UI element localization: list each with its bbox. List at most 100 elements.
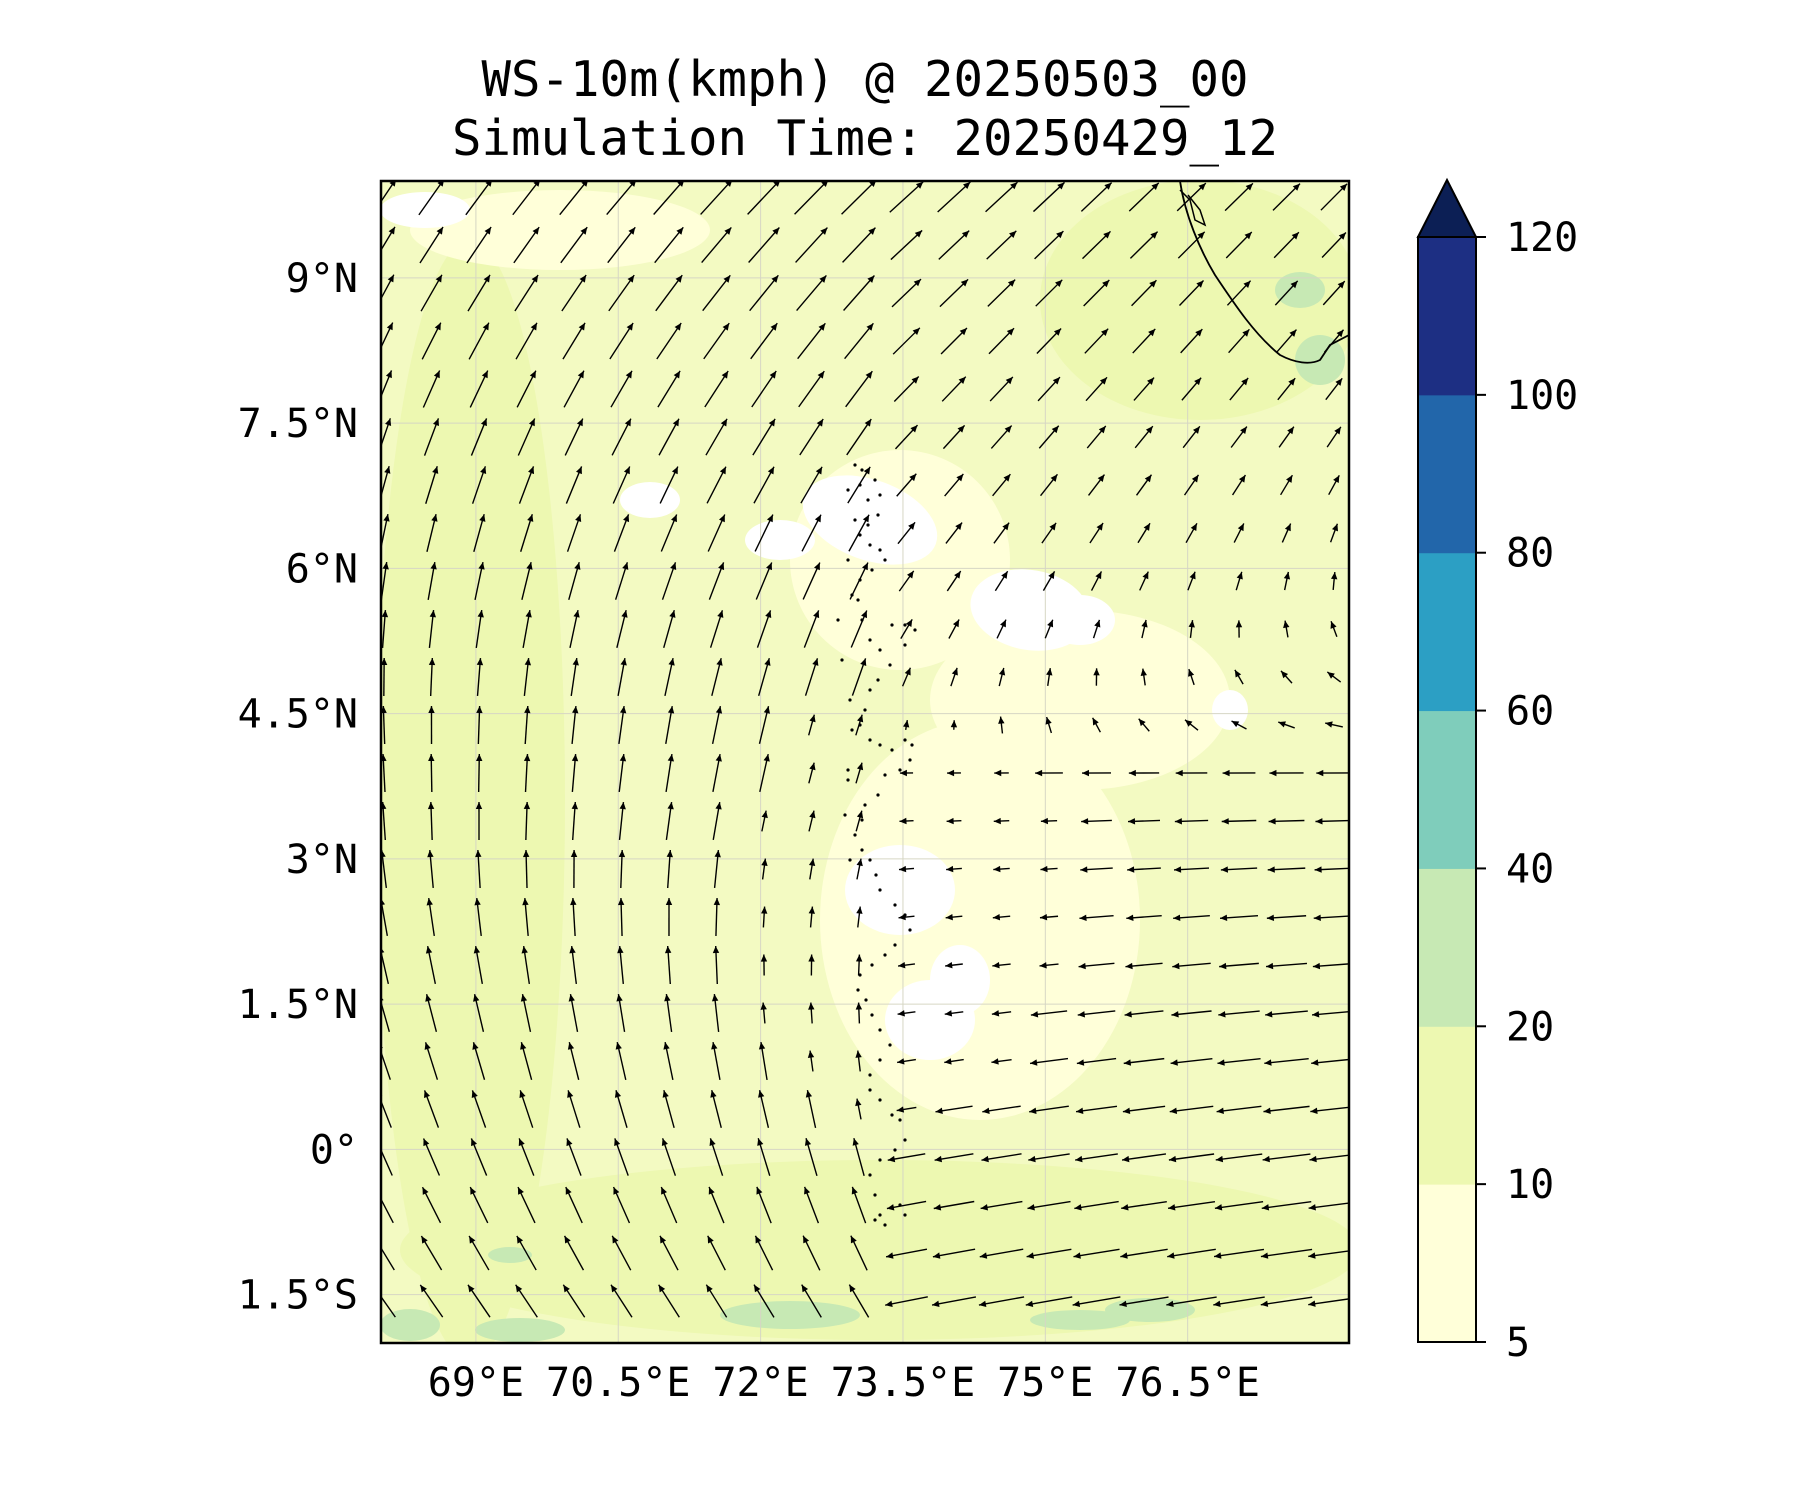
- wind-vector-arrow: [565, 1186, 583, 1224]
- colorbar: 5 10 20 40 60 80 100 120: [1416, 177, 1578, 1366]
- wind-vector-arrow: [802, 562, 821, 600]
- wind-vector-arrow: [942, 424, 966, 450]
- wind-vector-arrow: [1187, 571, 1196, 591]
- wind-vector-arrow: [891, 278, 922, 308]
- wind-vector-arrow: [948, 619, 960, 639]
- wind-vector-arrow: [940, 327, 968, 355]
- wind-vector-arrow: [710, 1090, 722, 1128]
- calm-patch-10: [1212, 690, 1248, 730]
- maldives-atoll-dot: [888, 663, 892, 667]
- wind-vector-arrow: [850, 610, 868, 648]
- wind-vector-arrow: [614, 1138, 629, 1176]
- wind-vector-arrow: [944, 473, 964, 497]
- lat-tick-label: 1.5°N: [238, 982, 358, 1028]
- wind-vector-arrow: [1265, 962, 1308, 970]
- wind-vector-arrow: [470, 418, 488, 456]
- maldives-atoll-dot: [846, 558, 850, 562]
- wind-vector-arrow: [1224, 182, 1254, 212]
- wind-vector-arrow: [1181, 377, 1202, 401]
- wind-vector-arrow: [939, 278, 969, 308]
- colorbar-tick-label: 40: [1506, 846, 1554, 892]
- maldives-atoll-dot: [868, 638, 872, 642]
- wind-vector-arrow: [851, 658, 867, 696]
- calm-patch-1: [802, 475, 938, 565]
- maldives-atoll-dot: [890, 623, 894, 627]
- wind-vector-arrow: [423, 418, 440, 456]
- wind-vector-arrow: [896, 1106, 917, 1113]
- wind-vector-arrow: [1264, 1058, 1309, 1066]
- wind-vector-arrow: [381, 370, 393, 399]
- wind-vector-arrow: [470, 1138, 488, 1176]
- wind-vector-arrow: [982, 1105, 1021, 1114]
- wind-vector-arrow: [519, 1090, 534, 1128]
- wind-vector-arrow: [945, 522, 963, 544]
- wind-vector-arrow: [1134, 425, 1154, 449]
- wind-vector-arrow: [855, 714, 864, 736]
- wind-vector-arrow: [885, 1248, 928, 1259]
- wind-vector-arrow: [1220, 866, 1258, 873]
- wind-vector-arrow: [1183, 474, 1200, 496]
- wind-vector-arrow: [665, 897, 673, 937]
- wind-vector-arrow: [708, 1186, 725, 1224]
- maldives-atoll-dot: [878, 548, 882, 552]
- wind-vector-arrow: [1040, 817, 1058, 825]
- wind-vector-arrow: [1045, 716, 1053, 734]
- wind-vector-arrow: [1169, 1105, 1214, 1114]
- wind-vector-arrow: [1176, 182, 1207, 212]
- wind-vector-arrow: [901, 667, 912, 687]
- wind-vector-arrow: [1267, 866, 1306, 873]
- wind-vector-arrow: [468, 322, 490, 360]
- wind-vector-arrow: [1310, 1106, 1349, 1115]
- wind-vector-arrow: [946, 570, 962, 592]
- maldives-atoll-dot: [860, 818, 864, 822]
- wind-vector-arrow: [992, 473, 1011, 497]
- wind-vector-arrow: [610, 370, 633, 408]
- wind-vector-arrow: [475, 801, 483, 841]
- wind-vector-arrow: [808, 858, 816, 880]
- wind-vector-arrow: [611, 1235, 632, 1271]
- wind-vector-arrow: [941, 376, 967, 402]
- calm-patch-6: [930, 945, 990, 1015]
- wind-vector-arrow: [899, 817, 914, 825]
- maldives-atoll-dot: [913, 628, 917, 632]
- wind-vector-arrow: [796, 274, 827, 312]
- wind-vector-arrow: [424, 1042, 439, 1080]
- wind-vector-arrow: [807, 1050, 815, 1072]
- maldives-atoll-dot: [878, 648, 882, 652]
- wind-vector-arrow: [421, 322, 442, 360]
- wind-vector-arrow: [569, 609, 580, 649]
- wind-vector-arrow: [571, 705, 579, 745]
- wind-vector-arrow: [1274, 280, 1299, 306]
- lon-tick-label: 70.5°E: [546, 1360, 691, 1406]
- wind-vector-arrow: [1261, 1201, 1312, 1211]
- wind-vector-arrow: [993, 522, 1010, 544]
- wind-vector-arrow: [381, 1295, 396, 1318]
- wind-vector-arrow: [1184, 719, 1199, 731]
- wind-vector-arrow: [520, 514, 534, 552]
- coastlines: [836, 181, 1349, 1227]
- wind-vector-arrow: [712, 753, 722, 793]
- maldives-atoll-dot: [888, 1043, 892, 1047]
- colorbar-extend-max-triangle: [1416, 177, 1478, 238]
- wind-vector-arrow: [381, 226, 396, 252]
- lat-tick-label: 0°: [310, 1127, 358, 1173]
- wind-vector-arrow: [474, 561, 485, 601]
- wind-vector-arrow: [522, 897, 529, 937]
- wind-vector-arrow: [944, 1058, 964, 1065]
- calm-patch-9: [745, 520, 815, 560]
- maldives-atoll-dot: [866, 498, 870, 502]
- maldives-atoll-dot: [873, 1218, 877, 1222]
- wind-vector-arrow: [658, 418, 680, 456]
- wind-vector-arrow: [950, 667, 958, 687]
- wind-vector-arrow: [381, 466, 391, 499]
- wind-vector-arrow: [852, 1138, 865, 1176]
- maldives-atoll-dot: [908, 758, 912, 762]
- wind-vector-arrow: [998, 667, 1006, 687]
- latitude-tick-labels: 9°N 7.5°N 6°N 4.5°N 3°N 1.5°N 0° 1.5°S: [238, 256, 358, 1319]
- wind-vector-arrow: [711, 993, 720, 1033]
- maldives-atoll-dot: [863, 803, 867, 807]
- wind-vector-arrow: [991, 1058, 1012, 1065]
- wind-vector-arrow: [469, 370, 489, 408]
- wind-vector-arrow: [1326, 671, 1342, 683]
